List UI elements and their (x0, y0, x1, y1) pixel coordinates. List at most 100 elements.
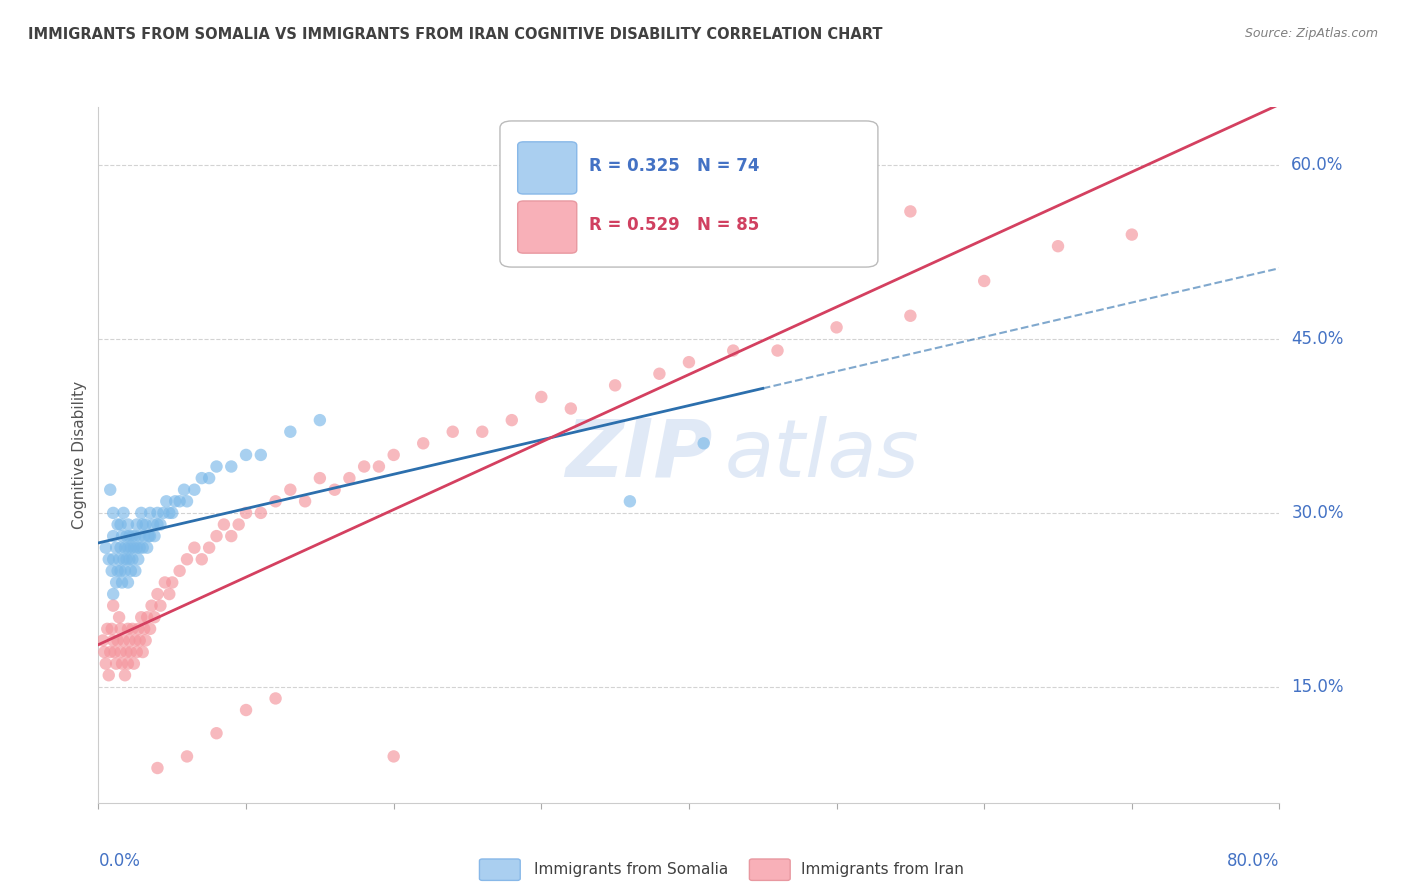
Point (648, 367, 671, 381)
Point (128, 541, 150, 555)
Point (97, 668, 120, 682)
Point (128, 529, 150, 543)
Point (139, 529, 162, 543)
Point (138, 529, 160, 543)
Point (1046, 239, 1069, 253)
Text: Immigrants from Somalia: Immigrants from Somalia (534, 863, 728, 877)
Point (112, 633, 135, 648)
Point (146, 587, 169, 601)
Point (825, 320, 848, 334)
Point (1121, 227, 1143, 242)
Point (111, 657, 134, 671)
Point (212, 517, 235, 532)
Text: 15.0%: 15.0% (1291, 678, 1344, 696)
Point (142, 517, 165, 532)
Point (235, 703, 257, 717)
Point (219, 529, 242, 543)
Point (471, 425, 494, 439)
Point (129, 506, 152, 520)
Point (122, 541, 145, 555)
Point (278, 425, 302, 439)
Point (309, 413, 332, 427)
Point (121, 552, 143, 566)
Point (98, 483, 121, 497)
Text: 80.0%: 80.0% (1227, 852, 1279, 870)
Point (134, 622, 156, 636)
Point (117, 575, 139, 590)
Point (228, 517, 250, 532)
Point (149, 517, 172, 532)
Point (153, 575, 176, 590)
Point (146, 506, 169, 520)
Text: 30.0%: 30.0% (1291, 504, 1344, 522)
Point (169, 564, 191, 578)
Point (114, 668, 136, 682)
Point (250, 448, 273, 462)
Point (173, 483, 195, 497)
Point (135, 633, 157, 648)
Point (124, 529, 146, 543)
Point (117, 517, 139, 532)
Point (205, 529, 228, 543)
Text: IMMIGRANTS FROM SOMALIA VS IMMIGRANTS FROM IRAN COGNITIVE DISABILITY CORRELATION: IMMIGRANTS FROM SOMALIA VS IMMIGRANTS FR… (28, 27, 883, 42)
Point (146, 761, 169, 775)
Text: ZIP: ZIP (565, 416, 713, 494)
Point (191, 471, 214, 485)
Point (149, 599, 172, 613)
Point (157, 506, 180, 520)
Point (132, 645, 155, 659)
Point (323, 483, 346, 497)
Point (176, 552, 198, 566)
Point (115, 645, 138, 659)
Point (100, 564, 122, 578)
Text: Source: ZipAtlas.com: Source: ZipAtlas.com (1244, 27, 1378, 40)
Point (124, 564, 146, 578)
Point (309, 471, 332, 485)
Point (155, 494, 177, 508)
Point (127, 622, 149, 636)
FancyBboxPatch shape (501, 121, 877, 267)
Text: atlas: atlas (724, 416, 920, 494)
Point (105, 541, 128, 555)
Point (382, 749, 405, 764)
Point (107, 517, 129, 532)
Text: Immigrants from Iran: Immigrants from Iran (801, 863, 965, 877)
Point (93, 645, 115, 659)
Point (219, 459, 242, 474)
Point (124, 633, 146, 648)
Point (103, 529, 125, 543)
Y-axis label: Cognitive Disability: Cognitive Disability (72, 381, 87, 529)
Point (110, 517, 132, 532)
Point (382, 448, 405, 462)
Point (115, 529, 138, 543)
Point (165, 494, 187, 508)
Point (98, 645, 121, 659)
Point (107, 633, 129, 648)
Point (118, 552, 141, 566)
Point (766, 343, 789, 358)
Point (721, 343, 744, 358)
Point (125, 517, 148, 532)
Point (136, 610, 159, 624)
Point (100, 622, 122, 636)
Point (115, 552, 138, 566)
Point (114, 564, 136, 578)
Point (368, 459, 391, 474)
Point (619, 494, 641, 508)
Point (94, 657, 117, 671)
Point (900, 309, 922, 323)
Point (121, 529, 143, 543)
Point (183, 541, 205, 555)
Point (110, 564, 132, 578)
Point (120, 541, 142, 555)
Point (112, 506, 135, 520)
Point (264, 691, 287, 706)
Point (143, 610, 166, 624)
Point (678, 355, 700, 369)
Text: R = 0.529   N = 85: R = 0.529 N = 85 (589, 217, 759, 235)
FancyBboxPatch shape (517, 201, 576, 253)
Text: 0.0%: 0.0% (98, 852, 141, 870)
FancyBboxPatch shape (517, 142, 576, 194)
Point (136, 541, 159, 555)
Point (111, 529, 134, 543)
